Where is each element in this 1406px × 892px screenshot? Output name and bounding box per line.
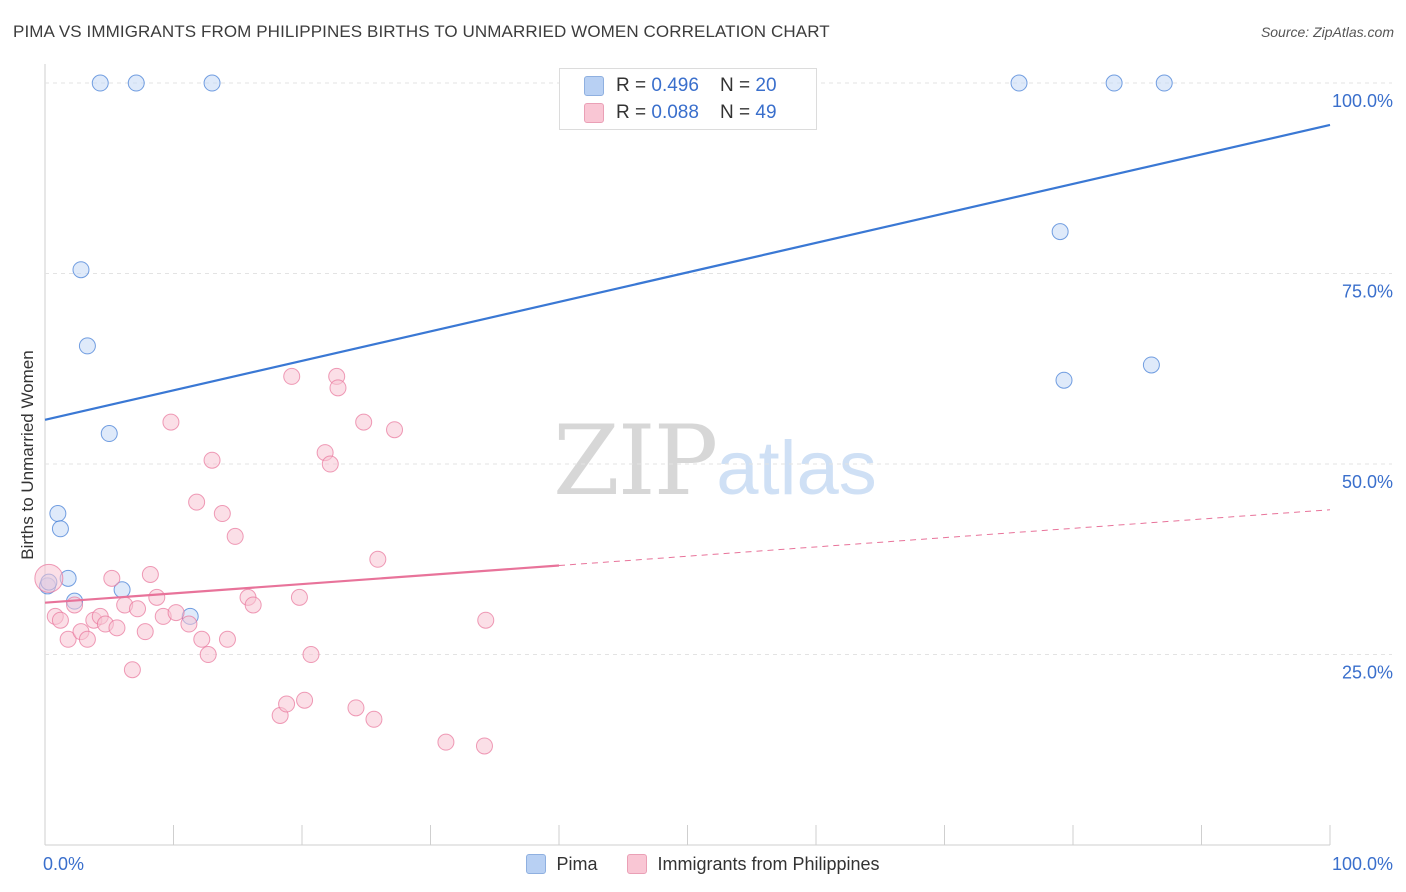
philippines-point [365, 710, 383, 728]
philippines-point [199, 646, 217, 664]
philippines-point [278, 695, 296, 713]
philippines-point [226, 527, 244, 545]
pima-point [1051, 223, 1069, 241]
philippines-point [180, 615, 198, 633]
philippines-point [283, 367, 301, 385]
philippines-point [355, 413, 373, 431]
pima-point [100, 425, 118, 443]
pima-r-value: 0.496 [651, 75, 699, 96]
philippines-point [369, 550, 387, 568]
philippines-point [34, 563, 64, 593]
philippines-point [123, 661, 141, 679]
philippines-trend-line-dashed [558, 509, 1331, 567]
philippines-point [477, 611, 495, 629]
legend-item-pima: Pima [526, 854, 597, 875]
y-tick-label: 100.0% [1332, 91, 1393, 111]
philippines-point [188, 493, 206, 511]
bottom-legend: Pima Immigrants from Philippines [0, 852, 1406, 876]
legend-philippines-label: Immigrants from Philippines [657, 853, 880, 874]
legend-philippines-swatch [627, 854, 648, 874]
philippines-point [148, 588, 166, 606]
pima-trend-line [44, 123, 1331, 421]
philippines-point [347, 699, 365, 717]
y-tick-label: 25.0% [1342, 663, 1393, 683]
philippines-point [218, 630, 236, 648]
philippines-point [475, 737, 493, 755]
pima-point [127, 74, 145, 92]
watermark: ZIPatlas [553, 405, 877, 517]
philippines-point [103, 569, 121, 587]
philippines-point [386, 421, 404, 439]
philippines-point [290, 588, 308, 606]
pima-point [72, 261, 90, 279]
y-tick-label: 50.0% [1342, 472, 1393, 492]
pima-point [91, 74, 109, 92]
philippines-point [329, 379, 347, 397]
philippines-point [51, 611, 69, 629]
stats-legend-box: R = 0.496 N = 20 R = 0.088 N = 49 [559, 68, 817, 130]
philippines-point [193, 630, 211, 648]
pima-point [1155, 74, 1173, 92]
legend-pima-label: Pima [556, 853, 598, 874]
pima-point [78, 337, 96, 355]
philippines-point [78, 630, 96, 648]
philippines-stats-text: R = 0.088 N = 49 [616, 102, 777, 123]
philippines-point [108, 619, 126, 637]
watermark-zip: ZIP [553, 405, 718, 517]
pima-point [1055, 371, 1073, 389]
philippines-point [136, 623, 154, 641]
y-tick-label: 75.0% [1342, 282, 1393, 302]
legend-pima-swatch [526, 854, 547, 874]
pima-point [1010, 74, 1028, 92]
philippines-point [437, 733, 455, 751]
pima-point [49, 505, 67, 523]
philippines-point [302, 646, 320, 664]
philippines-point [141, 566, 159, 584]
philippines-point [296, 691, 314, 709]
watermark-atlas: atlas [716, 426, 877, 511]
philippines-r-value: 0.088 [651, 102, 699, 123]
philippines-point [129, 600, 147, 618]
philippines-point [244, 596, 262, 614]
pima-point [203, 74, 221, 92]
pima-swatch [584, 76, 604, 96]
philippines-point [203, 451, 221, 469]
philippines-point [213, 505, 231, 523]
philippines-swatch [584, 103, 604, 123]
chart-title: PIMA VS IMMIGRANTS FROM PHILIPPINES BIRT… [13, 22, 830, 41]
pima-point [1142, 356, 1160, 374]
pima-point [51, 520, 69, 538]
philippines-point [59, 630, 77, 648]
pima-point [1105, 74, 1123, 92]
x-tick-label: 100.0% [1332, 854, 1393, 874]
philippines-point [162, 413, 180, 431]
philippines-n-value: 49 [755, 102, 777, 123]
legend-item-philippines: Immigrants from Philippines [627, 853, 880, 875]
x-tick-label: 0.0% [43, 854, 84, 874]
pima-n-value: 20 [755, 75, 777, 96]
source-credit: Source: ZipAtlas.com [1260, 24, 1394, 40]
philippines-point [321, 455, 339, 473]
pima-stats-text: R = 0.496 N = 20 [616, 75, 777, 96]
philippines-point [167, 604, 185, 622]
philippines-trend-line [44, 564, 560, 604]
